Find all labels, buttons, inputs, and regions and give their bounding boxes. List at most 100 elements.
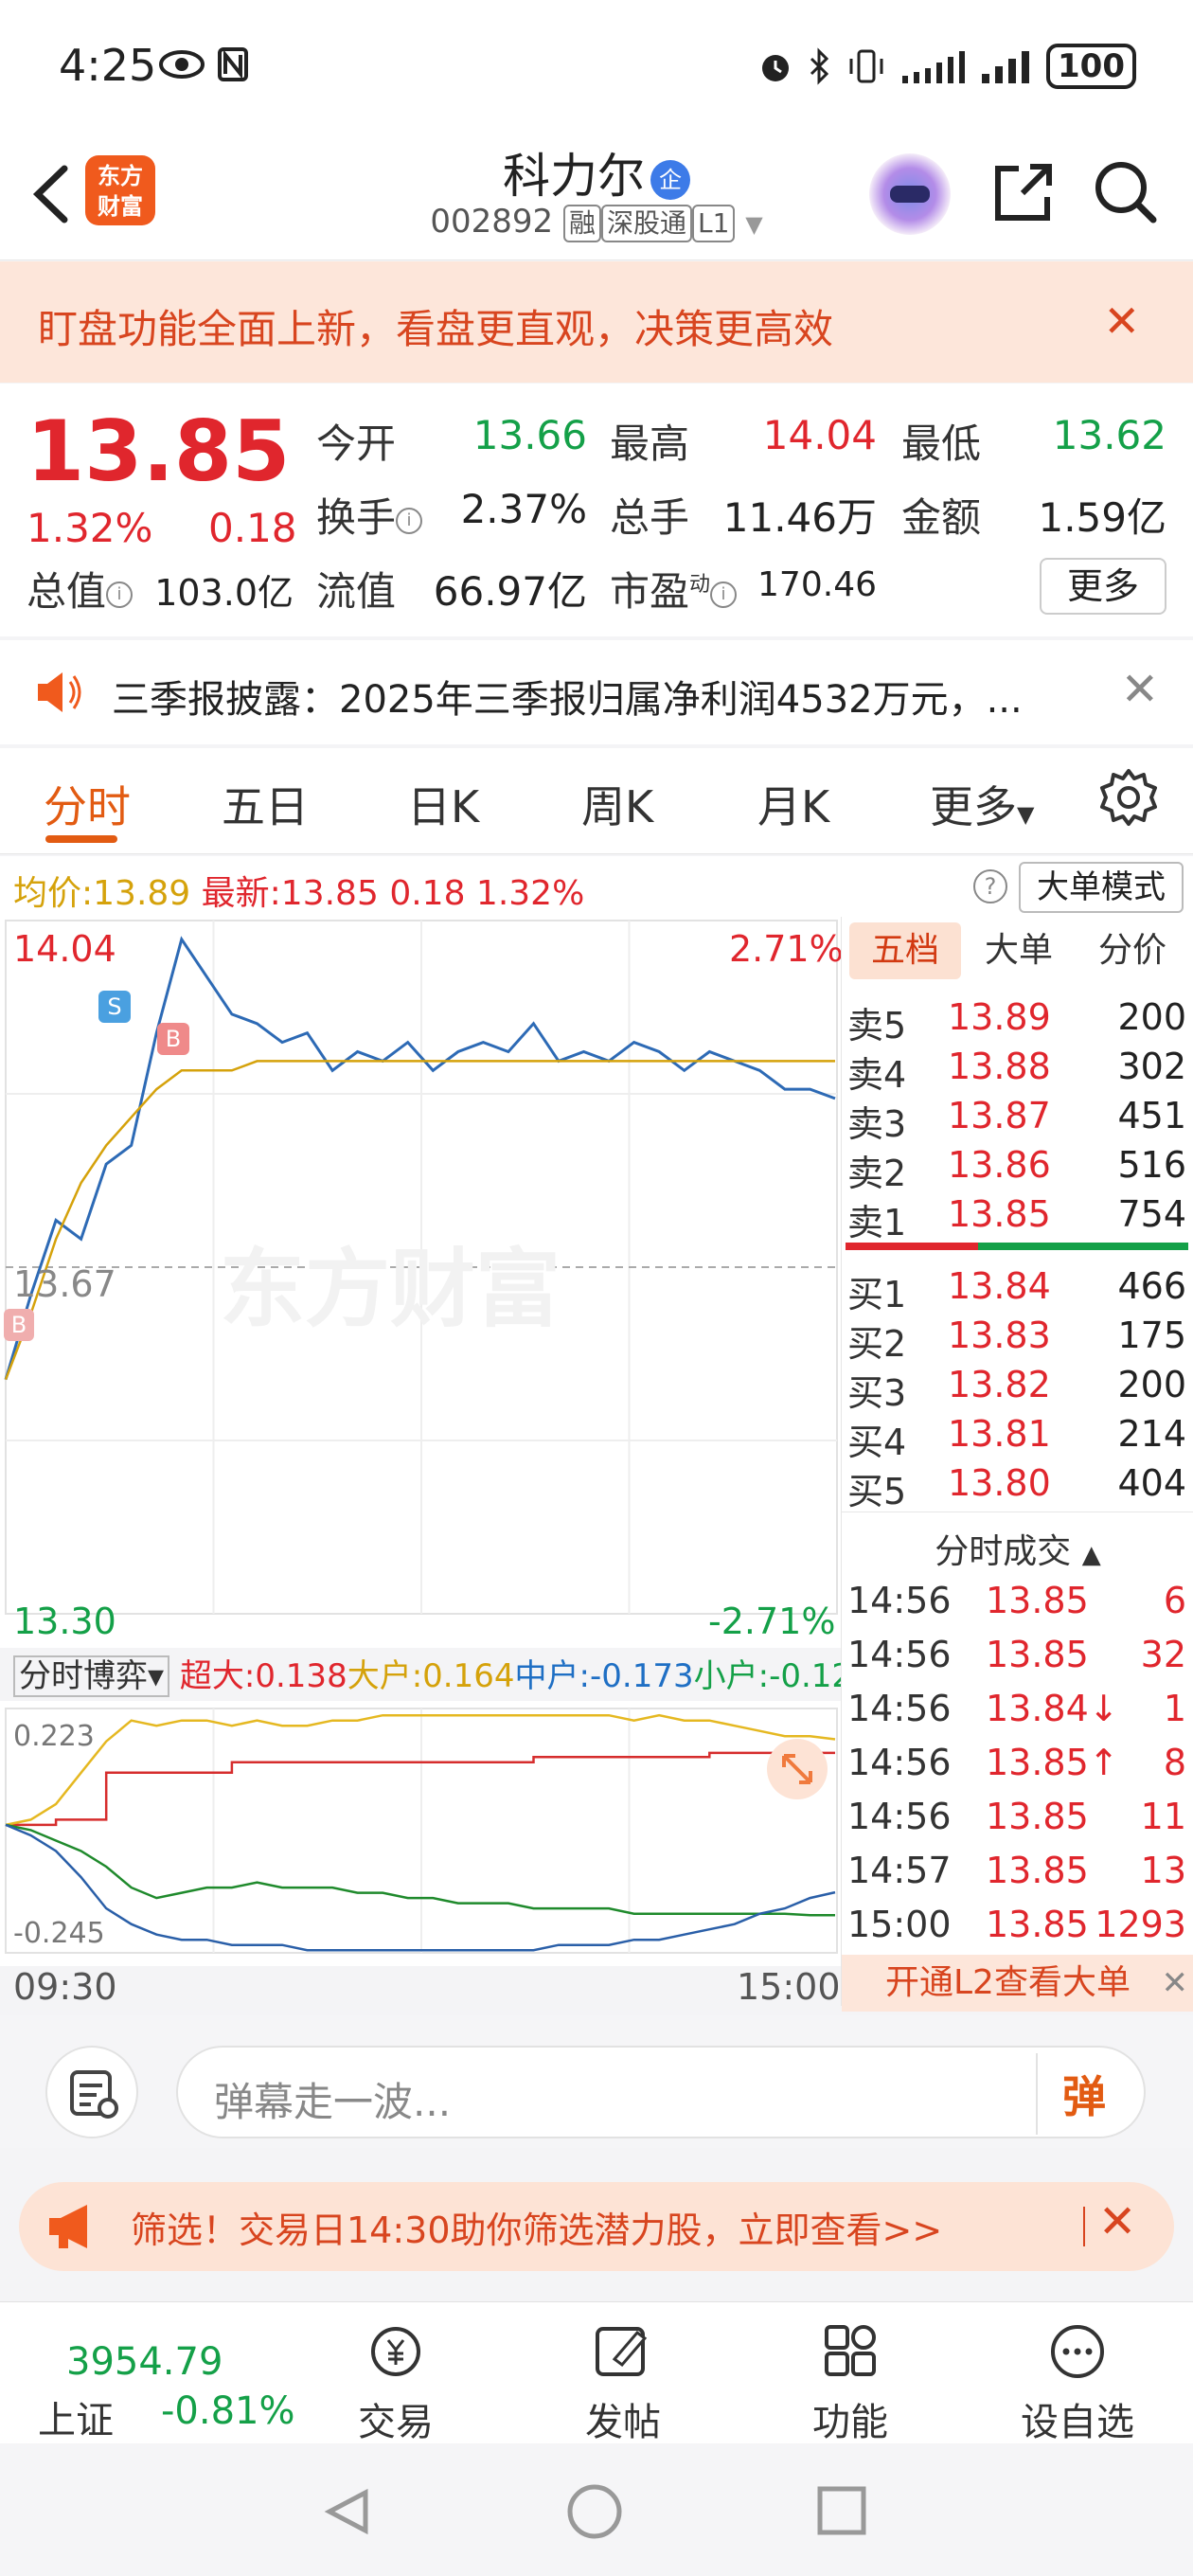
danmaku-settings-button[interactable] xyxy=(45,2046,138,2138)
intraday-chart[interactable]: 14.04 2.71% 13.67 13.30 -2.71% 东方财富 S B … xyxy=(0,917,844,1648)
tab-big-orders[interactable]: 大单 xyxy=(984,931,1053,970)
tag-level: L1 xyxy=(691,205,736,242)
ai-assistant-avatar[interactable] xyxy=(869,153,951,235)
clock: 4:25 xyxy=(59,40,157,91)
active-tab-indicator xyxy=(45,835,117,843)
level-label: 买3 xyxy=(847,1372,907,1414)
help-icon[interactable]: ? xyxy=(973,869,1007,903)
level-volume: 754 xyxy=(1117,1193,1186,1235)
level-label: 买5 xyxy=(847,1471,907,1512)
close-icon[interactable]: ✕ xyxy=(1120,663,1159,716)
trade-row: 14:57 13.85 13 xyxy=(842,1850,1193,1905)
level-volume: 200 xyxy=(1117,1364,1186,1405)
big-order-mode-button[interactable]: 大单模式 xyxy=(1019,862,1184,913)
eye-icon xyxy=(159,44,273,95)
share-icon[interactable] xyxy=(990,159,1057,225)
turnover-value: 2.37% xyxy=(460,486,587,532)
more-button[interactable]: 更多 xyxy=(1040,558,1166,615)
tab-daily-k[interactable]: 日K xyxy=(407,781,480,832)
main-lines xyxy=(4,936,836,1381)
nav-home-icon[interactable] xyxy=(567,2484,622,2539)
buy-marker[interactable]: B xyxy=(4,1309,34,1341)
close-icon[interactable]: ✕ xyxy=(1103,295,1140,347)
chevron-down-icon: ▼ xyxy=(1017,801,1035,828)
mcap-label[interactable]: 总值 i xyxy=(27,560,134,617)
open-label: 今开 xyxy=(316,420,397,467)
signal-icon xyxy=(902,51,966,83)
float-cap-value: 66.97亿 xyxy=(433,568,587,615)
functions-button[interactable]: 功能 xyxy=(784,2321,917,2444)
index-value: 3954.79 xyxy=(66,2340,223,2384)
stock-code-line[interactable]: 002892 融深股通 L1 ▼ xyxy=(0,203,1193,242)
trade-time: 14:57 xyxy=(847,1850,952,1891)
sub-chart-selector[interactable]: 分时博弈▾ xyxy=(13,1655,170,1697)
chart-period-tabs: 分时 五日 日K 周K 月K 更多▼ xyxy=(0,748,1193,854)
trade-row: 15:00 13.85 1293 xyxy=(842,1904,1193,1959)
app-logo[interactable]: 东方 财富 xyxy=(85,155,155,225)
turnover-label[interactable]: 换手 i xyxy=(316,486,423,544)
back-arrow-icon[interactable] xyxy=(25,161,81,227)
close-icon[interactable]: ✕ xyxy=(1161,1964,1189,2002)
promo-text: 筛选！交易日14:30助你筛选潜力股，立即查看>> xyxy=(131,2209,943,2251)
bluetooth-icon xyxy=(810,47,829,85)
tab-intraday[interactable]: 分时 xyxy=(44,781,131,832)
tab-weekly-k[interactable]: 周K xyxy=(581,781,654,832)
bid-row: 买1 13.84 466 xyxy=(842,1265,1193,1315)
level-price: 13.88 xyxy=(948,1046,1051,1087)
tab-more[interactable]: 更多▼ xyxy=(930,781,1035,832)
danmaku-send-button[interactable]: 弹 xyxy=(1062,2071,1106,2122)
trades-header[interactable]: 分时成交 ▲ xyxy=(842,1512,1193,1574)
sub-series-line xyxy=(5,1823,836,1952)
add-watchlist-button[interactable]: 设自选 xyxy=(1011,2321,1144,2444)
amount-value: 1.59亿 xyxy=(1038,494,1166,541)
level-volume: 175 xyxy=(1117,1315,1186,1356)
change-percent: 1.32% xyxy=(27,505,153,551)
screening-promo-banner[interactable]: 筛选！交易日14:30助你筛选潜力股，立即查看>> ✕ xyxy=(19,2182,1174,2271)
ask-row: 卖4 13.88 302 xyxy=(842,1046,1193,1096)
danmaku-input[interactable]: 弹幕走一波... 弹 xyxy=(176,2046,1146,2138)
amount-label: 金额 xyxy=(901,494,982,541)
expand-icon[interactable] xyxy=(767,1739,828,1799)
buy-marker[interactable]: B xyxy=(157,1023,189,1055)
search-icon[interactable] xyxy=(1091,157,1159,225)
level-label: 买4 xyxy=(847,1422,907,1463)
gear-icon[interactable] xyxy=(1098,767,1159,828)
l2-upgrade-prompt[interactable]: 开通L2查看大单 ✕ xyxy=(842,1955,1193,2012)
bid-row: 买2 13.83 175 xyxy=(842,1315,1193,1365)
post-button[interactable]: 发帖 xyxy=(557,2321,689,2444)
nav-back-icon[interactable] xyxy=(324,2488,368,2535)
time-end-label: 15:00 xyxy=(737,1966,841,2008)
tab-five-levels[interactable]: 五档 xyxy=(849,922,961,979)
pe-label[interactable]: 市盈动 i xyxy=(610,560,738,617)
open-value: 13.66 xyxy=(472,412,587,458)
chart-svg xyxy=(4,920,838,1615)
sell-marker[interactable]: S xyxy=(98,991,131,1023)
vibrate-icon xyxy=(849,49,883,83)
nav-recents-icon[interactable] xyxy=(817,2486,866,2535)
trade-button[interactable]: 交易 xyxy=(329,2321,462,2444)
trade-price: 13.85 xyxy=(986,1850,1089,1891)
stock-code: 002892 xyxy=(430,203,554,241)
level-volume: 200 xyxy=(1117,996,1186,1038)
bottom-toolbar: 3954.79 上证 -0.81% 交易 发帖 功能 设自选 xyxy=(0,2301,1193,2444)
tab-monthly-k[interactable]: 月K xyxy=(757,781,830,832)
close-icon[interactable]: ✕ xyxy=(1098,2195,1137,2248)
mcap-value: 103.0亿 xyxy=(154,572,294,614)
trade-price: 13.85 xyxy=(986,1634,1089,1675)
alarm-icon xyxy=(762,55,790,81)
sub-series-line xyxy=(6,1751,835,1827)
level-volume: 302 xyxy=(1117,1046,1186,1087)
trade-row: 14:56 13.84↓ 1 xyxy=(842,1688,1193,1743)
feature-promo-banner[interactable]: 盯盘功能全面上新，看盘更直观，决策更高效 ✕ xyxy=(0,261,1193,383)
pe-value: 170.46 xyxy=(757,565,877,604)
info-icon: i xyxy=(396,507,423,534)
avg-latest-line: 均价:13.89 最新:13.85 0.18 1.32% xyxy=(13,874,585,913)
tab-5day[interactable]: 五日 xyxy=(222,781,309,832)
level-label: 买1 xyxy=(847,1274,907,1315)
announcement-text: 三季报披露：2025年三季报归属净利润4532万元，... xyxy=(112,678,1023,722)
announcement-bar[interactable]: 三季报披露：2025年三季报归属净利润4532万元，... ✕ xyxy=(0,640,1193,744)
stock-name: 科力尔企 xyxy=(0,138,1193,206)
tab-price-distribution[interactable]: 分价 xyxy=(1097,931,1166,970)
signal-icon xyxy=(982,51,1030,83)
trade-time: 14:56 xyxy=(847,1634,952,1675)
